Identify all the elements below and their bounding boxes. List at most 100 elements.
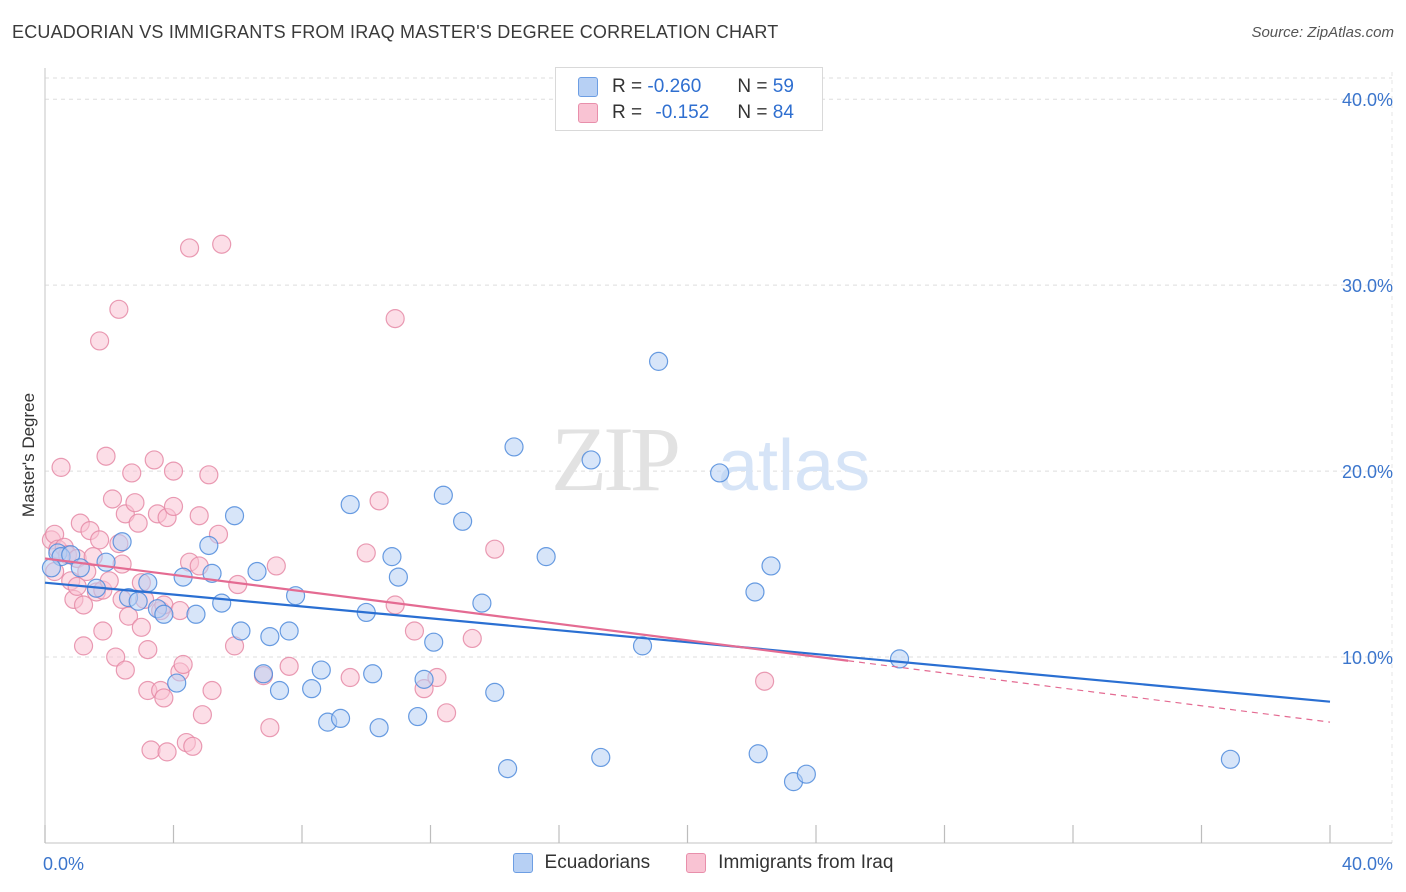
ecuadorian-point <box>472 593 492 613</box>
y-axis-label: Master's Degree <box>19 393 38 517</box>
chart-title: ECUADORIAN VS IMMIGRANTS FROM IRAQ MASTE… <box>12 22 779 42</box>
iraq-point <box>73 636 94 656</box>
ecuadorian-point <box>112 532 132 552</box>
iraq-point <box>141 740 161 760</box>
series-legend: Ecuadorians Immigrants from Iraq <box>0 852 1406 874</box>
iraq-point <box>436 703 457 723</box>
ecuadorian-point <box>536 547 556 567</box>
stats-legend: R = -0.260 N = 59 R = -0.152 N = 84 <box>555 67 823 131</box>
legend-n-label: N = <box>737 102 768 123</box>
iraq-point <box>73 595 94 615</box>
iraq-point <box>51 457 71 477</box>
ecuadorian-point <box>61 545 81 565</box>
legend-item-ecuadorians[interactable]: Ecuadorians <box>512 852 651 874</box>
iraq-point <box>90 530 110 550</box>
ecuadorian-point <box>504 437 524 457</box>
iraq-point <box>404 621 425 641</box>
legend-item-iraq[interactable]: Immigrants from Iraq <box>686 852 893 874</box>
iraq-point <box>109 299 129 319</box>
iraq-point <box>369 491 389 511</box>
legend-label-iraq: Immigrants from Iraq <box>718 852 894 873</box>
y-tick-label: 40.0% <box>1342 90 1393 110</box>
iraq-point <box>106 647 126 667</box>
iraq-point <box>179 238 200 258</box>
ecuadorian-point <box>581 450 601 470</box>
iraq-point <box>163 496 184 517</box>
iraq-point <box>199 465 219 485</box>
ecuadorian-trend-line <box>44 581 1331 703</box>
ecuadorian-point <box>302 679 322 699</box>
ecuadorian-point <box>138 573 158 593</box>
x-tick-label: 0.0% <box>43 854 84 874</box>
iraq-point <box>93 621 113 641</box>
iraq-point <box>356 543 376 563</box>
ecuadorian-point <box>330 708 351 729</box>
ecuadorian-point <box>498 759 518 779</box>
ecuadorian-point <box>340 494 360 515</box>
iraq-trend-line <box>44 557 849 662</box>
grid-lines <box>45 72 1393 843</box>
iraq-point <box>115 660 135 680</box>
legend-swatch-ecuadorians <box>512 853 533 873</box>
ecuadorian-point <box>186 604 206 624</box>
iraq-point <box>189 506 209 526</box>
tick-labels: 10.0% 20.0% 30.0% 40.0% 0.0% 40.0% <box>43 90 1393 874</box>
ecuadorian-point <box>889 649 910 669</box>
legend-row-ecuadorians: R = -0.260 N = 59 <box>578 75 794 99</box>
ecuadorian-point <box>311 660 331 680</box>
ecuadorian-point <box>167 673 187 693</box>
legend-r-value: -0.152 <box>655 102 710 123</box>
watermark-atlas: atlas <box>718 426 870 506</box>
legend-n-value: 84 <box>772 102 794 123</box>
legend-swatch-iraq <box>578 103 598 123</box>
ecuadorian-point <box>408 706 428 727</box>
ecuadorian-point <box>424 632 444 652</box>
iraq-point <box>170 600 190 621</box>
legend-r-value: -0.260 <box>647 76 702 97</box>
legend-swatch-iraq <box>686 853 707 873</box>
iraq-point <box>260 718 280 738</box>
iraq-point <box>202 680 222 701</box>
ecuadorian-point <box>41 558 62 578</box>
iraq-point <box>183 736 203 756</box>
iraq-point <box>138 640 158 660</box>
iraq-point <box>112 554 132 574</box>
iraq-point <box>485 539 505 559</box>
ecuadorian-point <box>279 621 299 641</box>
ecuadorian-point <box>433 485 453 505</box>
ecuadorian-point <box>363 664 383 684</box>
iraq-point <box>192 705 213 725</box>
ecuadorian-point <box>247 561 267 582</box>
iraq-point <box>266 556 286 576</box>
ecuadorian-point <box>96 552 116 572</box>
ecuadorian-point <box>1220 749 1241 769</box>
iraq-point <box>462 628 482 649</box>
legend-r-label: R = <box>612 102 643 123</box>
iraq-point <box>96 446 116 466</box>
iraq-point <box>163 461 184 481</box>
ecuadorian-point <box>269 680 290 701</box>
legend-r-label: R = <box>612 76 643 97</box>
watermark-zip: ZIP <box>551 408 678 510</box>
ecuadorian-point <box>369 718 389 738</box>
iraq-point <box>144 450 164 470</box>
iraq-point <box>154 688 174 708</box>
trend-lines <box>44 557 1331 723</box>
ecuadorian-point <box>388 567 408 587</box>
iraq-point <box>173 654 193 675</box>
legend-n-value: 59 <box>772 76 794 97</box>
iraq-point <box>212 234 232 254</box>
ecuadorian-point <box>154 604 174 624</box>
iraq-point <box>279 656 299 676</box>
ecuadorian-point <box>453 511 473 531</box>
ecuadorian-point <box>231 621 251 641</box>
ecuadorian-point <box>382 547 402 567</box>
iraq-point <box>385 309 405 329</box>
ecuadorian-point <box>414 669 434 689</box>
iraq-point <box>125 493 145 513</box>
ecuadorian-point <box>796 764 816 784</box>
ecuadorian-point <box>224 506 245 526</box>
iraq-point <box>122 463 142 483</box>
legend-row-iraq: R = -0.152 N = 84 <box>578 101 794 125</box>
legend-label-ecuadorians: Ecuadorians <box>544 852 651 873</box>
